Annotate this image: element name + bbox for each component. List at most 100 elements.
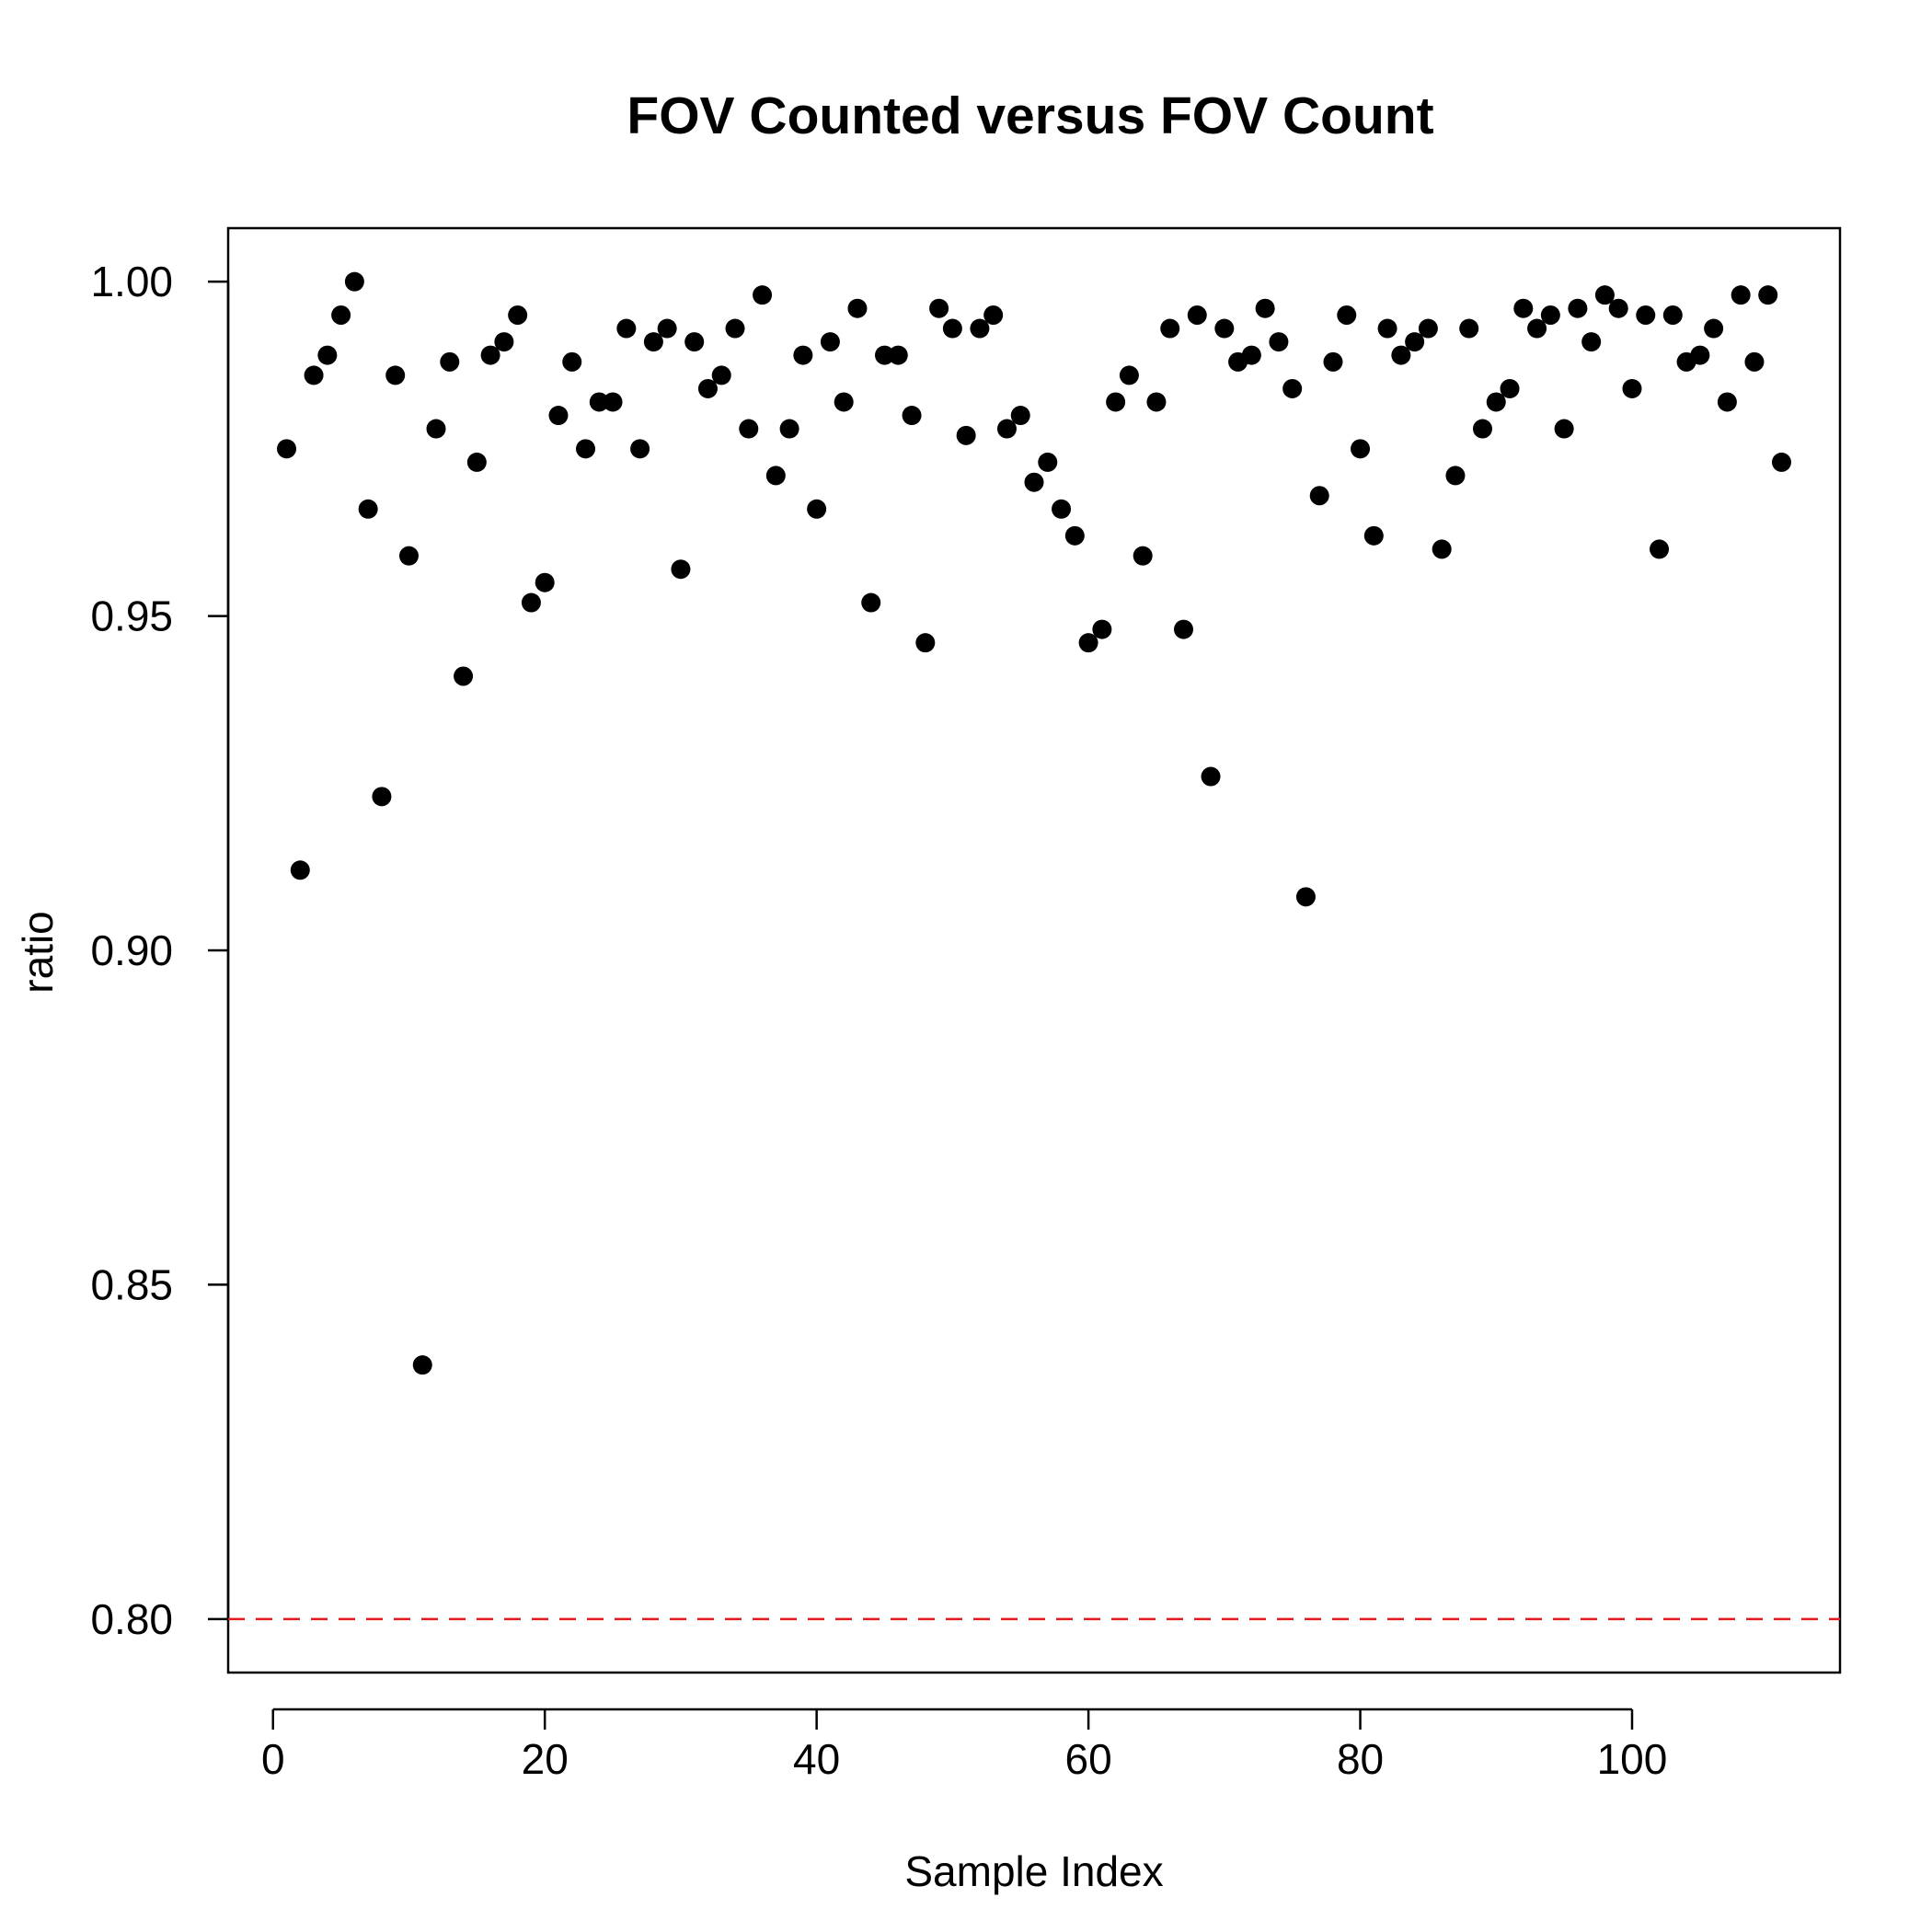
data-point [1052, 499, 1072, 519]
data-point [1010, 406, 1030, 426]
data-point [725, 318, 745, 339]
data-point [711, 365, 731, 385]
data-point [630, 439, 650, 459]
data-point [1445, 466, 1466, 486]
data-point [942, 318, 962, 339]
data-point [1241, 345, 1261, 365]
data-point [1133, 546, 1153, 566]
data-point [902, 406, 922, 426]
y-tick-label: 1.00 [90, 258, 173, 305]
data-point [753, 285, 773, 305]
data-point [1650, 539, 1670, 559]
data-point [372, 787, 392, 807]
data-point [834, 392, 854, 412]
data-point [1731, 285, 1751, 305]
data-point [1351, 439, 1371, 459]
y-tick-label: 0.85 [90, 1260, 173, 1308]
data-point [1622, 378, 1642, 398]
data-point [426, 419, 446, 439]
data-point [1078, 633, 1098, 653]
data-point [494, 332, 514, 352]
data-point [996, 419, 1017, 439]
data-point [970, 318, 990, 339]
data-point [1282, 378, 1303, 398]
y-axis-label: ratio [14, 911, 62, 993]
data-point [671, 559, 691, 580]
data-point [466, 452, 487, 472]
data-point [1160, 318, 1180, 339]
data-point [1432, 539, 1452, 559]
data-point [277, 439, 297, 459]
data-point [1418, 318, 1438, 339]
data-point [1568, 298, 1588, 318]
data-point [807, 499, 827, 519]
data-point [1337, 305, 1357, 325]
data-point [779, 419, 799, 439]
data-point [454, 666, 474, 686]
data-point [1391, 345, 1411, 365]
data-point [1119, 365, 1139, 385]
data-point [1092, 619, 1112, 639]
data-point [1594, 285, 1615, 305]
data-points [277, 271, 1791, 1375]
plot-frame [226, 226, 1842, 1674]
data-point [1486, 392, 1506, 412]
data-point [1771, 452, 1791, 472]
x-tick-label: 60 [1065, 1735, 1112, 1783]
data-point [956, 425, 976, 445]
data-point [1309, 486, 1329, 506]
data-point [1459, 318, 1479, 339]
data-point [1323, 351, 1343, 372]
data-point [1690, 345, 1710, 365]
data-point [317, 345, 338, 365]
data-point [304, 365, 324, 385]
data-point [1024, 472, 1044, 492]
data-point [1717, 392, 1737, 412]
data-point [983, 305, 1004, 325]
y-tick-label: 0.90 [90, 926, 173, 974]
data-point [1295, 887, 1316, 907]
data-point [915, 633, 936, 653]
y-tick-label: 0.80 [90, 1595, 173, 1643]
y-tick-label: 0.95 [90, 592, 173, 640]
data-point [1513, 298, 1534, 318]
data-point [1038, 452, 1058, 472]
data-point [562, 351, 582, 372]
data-point [480, 345, 500, 365]
data-point [1744, 351, 1765, 372]
data-point [344, 271, 364, 292]
data-point [1363, 525, 1384, 546]
data-point [440, 351, 460, 372]
data-point [1064, 525, 1085, 546]
data-point [412, 1355, 432, 1375]
data-point [820, 332, 840, 352]
y-axis: 0.80 0.85 0.90 0.95 1.00 [90, 258, 230, 1643]
data-point [1636, 305, 1656, 325]
data-point [1662, 305, 1683, 325]
data-point [697, 378, 718, 398]
data-point [1554, 419, 1574, 439]
data-point [861, 592, 881, 613]
data-point [847, 298, 868, 318]
data-point [1758, 285, 1778, 305]
data-point [535, 572, 555, 592]
x-tick-label: 0 [261, 1735, 285, 1783]
data-point [1173, 619, 1193, 639]
data-point [1704, 318, 1724, 339]
data-point [290, 860, 310, 880]
data-point [576, 439, 596, 459]
data-point [1214, 318, 1235, 339]
data-point [1581, 332, 1602, 352]
data-point [929, 298, 949, 318]
x-tick-label: 20 [522, 1735, 569, 1783]
data-point [1472, 419, 1492, 439]
data-point [1201, 766, 1221, 787]
data-point [739, 419, 759, 439]
data-point [1405, 332, 1425, 352]
data-point [1187, 305, 1207, 325]
data-point [1377, 318, 1397, 339]
data-point [888, 345, 908, 365]
x-tick-label: 100 [1597, 1735, 1668, 1783]
data-point [603, 392, 623, 412]
data-point [521, 592, 541, 613]
